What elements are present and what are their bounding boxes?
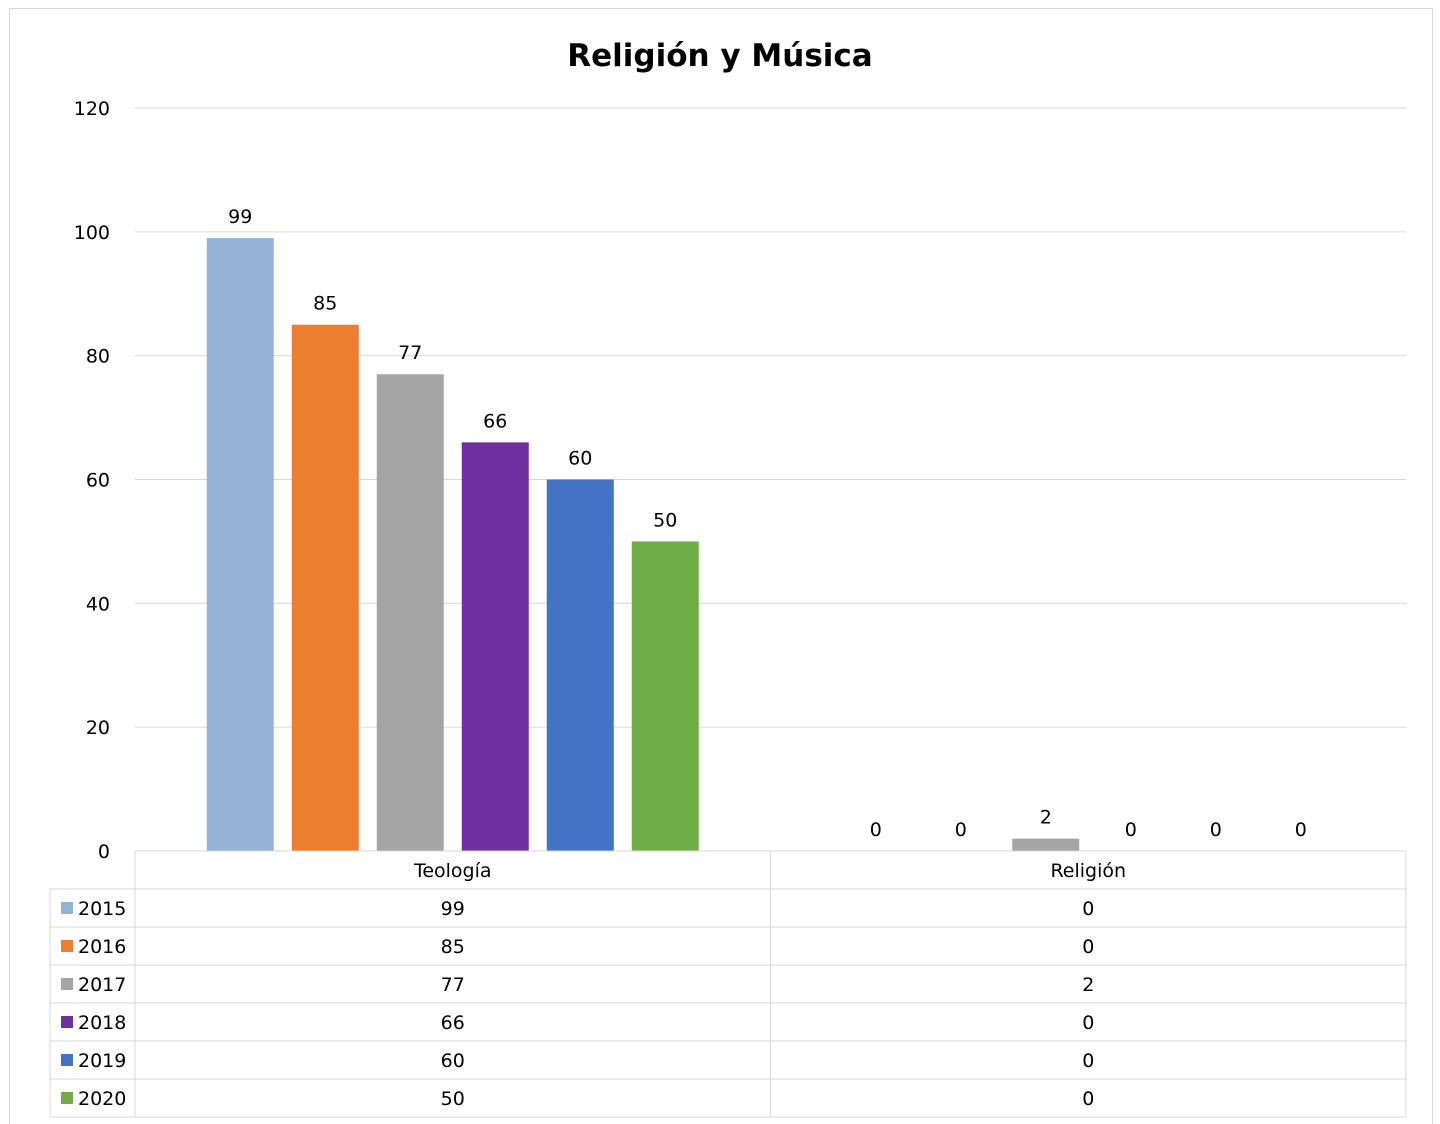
bar xyxy=(1012,838,1080,851)
table-cell: 99 xyxy=(441,898,465,920)
bar xyxy=(461,442,529,851)
chart-frame xyxy=(9,8,1433,1124)
legend-label: 2016 xyxy=(78,936,126,958)
table-cell: 0 xyxy=(1082,1012,1094,1034)
chart-title: Religión y Música xyxy=(567,38,872,74)
legend-swatch xyxy=(61,1054,73,1066)
x-tick-label: Teología xyxy=(413,860,492,882)
data-label: 0 xyxy=(955,819,967,841)
data-label: 99 xyxy=(228,206,252,228)
data-label: 66 xyxy=(483,410,507,432)
legend-swatch xyxy=(61,1092,73,1104)
y-tick-label: 80 xyxy=(86,346,110,368)
bar xyxy=(631,541,699,851)
table-cell: 0 xyxy=(1082,1088,1094,1110)
data-label: 0 xyxy=(1210,819,1222,841)
y-tick-label: 120 xyxy=(74,98,110,120)
table-cell: 0 xyxy=(1082,898,1094,920)
data-table: Teología Religión 2015 99 0 2016 85 0 2017 77 2 201… xyxy=(49,850,1407,1118)
legend-swatch xyxy=(61,978,73,990)
bar xyxy=(291,324,359,851)
legend-label: 2018 xyxy=(78,1012,126,1034)
data-label: 60 xyxy=(568,448,592,470)
y-tick-label: 20 xyxy=(86,717,110,739)
bar xyxy=(206,238,274,851)
data-label: 50 xyxy=(653,509,677,531)
table-cell: 0 xyxy=(1082,1050,1094,1072)
legend-swatch xyxy=(61,902,73,914)
data-labels: 99 85 77 66 60 50 0 0 2 0 0 0 xyxy=(228,206,1307,841)
y-tick-label: 40 xyxy=(86,593,110,615)
data-label: 85 xyxy=(313,293,337,315)
bar xyxy=(546,479,614,851)
legend-label: 2015 xyxy=(78,898,126,920)
data-label: 2 xyxy=(1040,807,1052,829)
data-label: 0 xyxy=(870,819,882,841)
table-cell: 0 xyxy=(1082,936,1094,958)
bars xyxy=(206,238,1080,851)
y-tick-label: 0 xyxy=(98,841,110,863)
data-label: 0 xyxy=(1125,819,1137,841)
table-cell: 85 xyxy=(441,936,465,958)
table-cell: 66 xyxy=(441,1012,465,1034)
table-cell: 2 xyxy=(1082,974,1094,996)
table-cell: 77 xyxy=(441,974,465,996)
legend-label: 2020 xyxy=(78,1088,126,1110)
legend-swatch xyxy=(61,940,73,952)
table-cell: 50 xyxy=(441,1088,465,1110)
data-label: 0 xyxy=(1295,819,1307,841)
legend-label: 2017 xyxy=(78,974,126,996)
data-label: 77 xyxy=(398,342,422,364)
bar xyxy=(376,374,444,851)
y-tick-label: 60 xyxy=(86,470,110,492)
x-tick-label: Religión xyxy=(1050,860,1126,882)
table-cell: 60 xyxy=(441,1050,465,1072)
y-axis-ticks: 0 20 40 60 80 100 120 xyxy=(74,98,110,863)
legend-label: 2019 xyxy=(78,1050,126,1072)
legend-swatch xyxy=(61,1016,73,1028)
y-tick-label: 100 xyxy=(74,222,110,244)
